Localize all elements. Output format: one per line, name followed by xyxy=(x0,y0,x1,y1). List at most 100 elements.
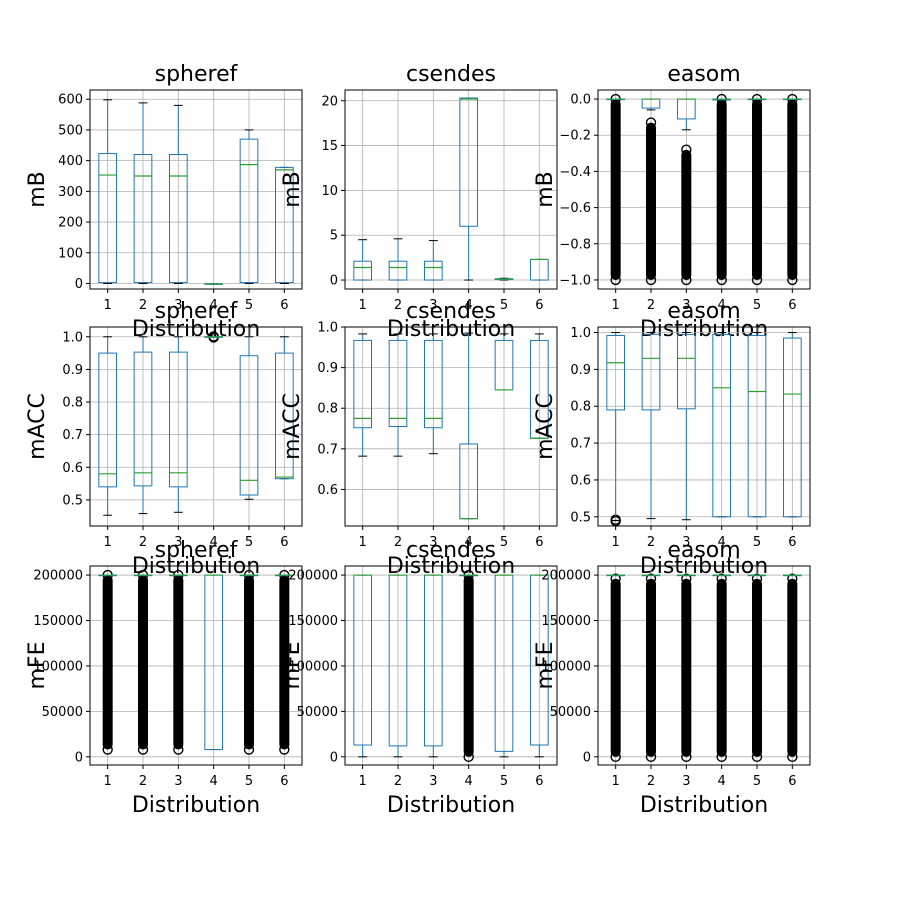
x-axis-label: Distribution xyxy=(640,793,768,818)
flier-band xyxy=(611,579,621,757)
x-tick-label: 2 xyxy=(394,774,402,789)
axes-frame xyxy=(598,566,810,765)
x-tick-label: 5 xyxy=(245,298,253,313)
y-tick-label: −0.2 xyxy=(559,129,591,144)
x-tick-label: 1 xyxy=(359,535,367,550)
y-tick-label: 0 xyxy=(583,750,591,765)
box-6 xyxy=(784,95,802,285)
flier-band xyxy=(103,575,113,749)
y-axis-label: mFE xyxy=(533,642,558,690)
x-tick-label: 3 xyxy=(429,774,437,789)
y-tick-label: 0.5 xyxy=(570,510,591,525)
x-tick-label: 3 xyxy=(174,774,182,789)
box-1 xyxy=(607,574,625,761)
box-3 xyxy=(678,574,696,761)
y-tick-label: 0.5 xyxy=(62,493,83,508)
subplot-title: easom xyxy=(667,538,740,563)
y-tick-label: 0.6 xyxy=(62,461,83,476)
x-tick-label: 1 xyxy=(612,774,620,789)
box-6 xyxy=(784,574,802,761)
x-tick-label: 5 xyxy=(500,535,508,550)
y-tick-label: 0.8 xyxy=(317,402,338,417)
y-axis-label: mB xyxy=(533,171,558,208)
flier-band xyxy=(717,99,727,280)
y-axis-label: mB xyxy=(25,171,50,208)
box-5 xyxy=(748,95,766,285)
flier-band xyxy=(717,579,727,757)
x-tick-label: 4 xyxy=(465,774,473,789)
x-tick-label: 4 xyxy=(718,774,726,789)
x-tick-label: 5 xyxy=(500,774,508,789)
y-tick-label: 100 xyxy=(58,246,83,261)
box-1 xyxy=(607,95,625,285)
y-tick-label: 0.7 xyxy=(317,442,338,457)
axes-frame xyxy=(345,566,557,765)
x-tick-label: 5 xyxy=(753,535,761,550)
x-tick-label: 1 xyxy=(104,535,112,550)
axes-frame xyxy=(598,327,810,526)
y-tick-label: 0.7 xyxy=(570,437,591,452)
x-tick-label: 6 xyxy=(280,298,288,313)
x-tick-label: 1 xyxy=(359,298,367,313)
x-tick-label: 2 xyxy=(139,535,147,550)
flier-band xyxy=(646,579,656,757)
axes-frame xyxy=(90,327,302,526)
y-tick-label: 0.6 xyxy=(317,483,338,498)
x-tick-label: 1 xyxy=(104,774,112,789)
subplot-title: csendes xyxy=(406,62,496,87)
box-5 xyxy=(495,278,513,280)
x-tick-label: 5 xyxy=(500,298,508,313)
y-tick-label: 300 xyxy=(58,185,83,200)
box-4 xyxy=(205,284,223,285)
box-4 xyxy=(713,574,731,761)
axes-frame xyxy=(90,90,302,289)
x-tick-label: 1 xyxy=(359,774,367,789)
flier-band xyxy=(138,575,148,749)
x-tick-label: 2 xyxy=(647,774,655,789)
x-tick-label: 4 xyxy=(210,774,218,789)
flier-band xyxy=(173,575,183,749)
x-tick-label: 6 xyxy=(788,298,796,313)
box-2 xyxy=(134,571,152,754)
subplot-title: easom xyxy=(667,299,740,324)
x-tick-label: 5 xyxy=(245,535,253,550)
y-axis-label: mACC xyxy=(280,393,305,460)
y-tick-label: 1.0 xyxy=(317,321,338,336)
y-tick-label: 15 xyxy=(321,139,338,154)
y-tick-label: 0 xyxy=(330,750,338,765)
flier-band xyxy=(646,123,656,280)
y-tick-label: 400 xyxy=(58,154,83,169)
x-tick-label: 6 xyxy=(788,535,796,550)
box-5 xyxy=(240,571,258,754)
x-tick-label: 1 xyxy=(612,535,620,550)
y-axis-label: mACC xyxy=(25,393,50,460)
y-tick-label: 200000 xyxy=(33,569,83,584)
y-tick-label: 0.9 xyxy=(317,361,338,376)
y-tick-label: 150000 xyxy=(33,614,83,629)
y-tick-label: 0.0 xyxy=(570,93,591,108)
axes-frame xyxy=(345,327,557,526)
axes-frame xyxy=(598,90,810,289)
box-3 xyxy=(678,99,696,284)
flier-band xyxy=(244,575,254,749)
y-axis-label: mFE xyxy=(25,642,50,690)
x-tick-label: 2 xyxy=(394,535,402,550)
box-3 xyxy=(170,571,188,754)
subplot-title: spheref xyxy=(155,299,239,324)
box-4 xyxy=(713,95,731,285)
x-tick-label: 6 xyxy=(788,774,796,789)
y-tick-label: 0 xyxy=(75,750,83,765)
y-tick-label: 200 xyxy=(58,216,83,231)
box-5 xyxy=(748,574,766,761)
x-tick-label: 6 xyxy=(535,535,543,550)
axes-frame xyxy=(345,90,557,289)
flier-band xyxy=(787,579,797,757)
y-tick-label: 150000 xyxy=(541,614,591,629)
y-tick-label: −0.6 xyxy=(559,201,591,216)
y-tick-label: 600 xyxy=(58,93,83,108)
subplot-mfe-easom: 0500001000001500002000001 2 3 4 5 6easomDistr… xyxy=(533,538,810,818)
x-tick-label: 2 xyxy=(139,774,147,789)
flier-band xyxy=(752,99,762,280)
subplot-title: easom xyxy=(667,62,740,87)
